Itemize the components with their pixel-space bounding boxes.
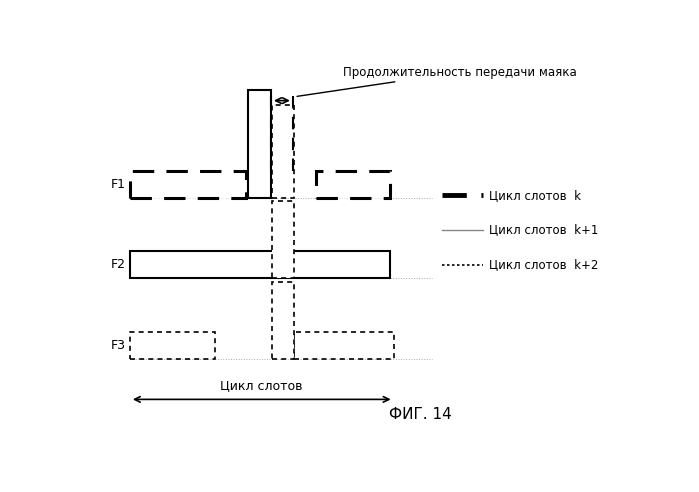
Bar bbox=[130, 332, 215, 359]
Text: Продолжительность передачи маяка: Продолжительность передачи маяка bbox=[297, 65, 577, 96]
Bar bbox=[248, 90, 271, 198]
Text: Цикл слотов: Цикл слотов bbox=[220, 379, 303, 392]
Text: Цикл слотов  k: Цикл слотов k bbox=[489, 189, 581, 202]
Bar bbox=[272, 105, 294, 198]
Text: Цикл слотов  k+1: Цикл слотов k+1 bbox=[489, 223, 598, 237]
Bar bbox=[130, 171, 246, 198]
Bar bbox=[272, 281, 294, 359]
Bar bbox=[316, 171, 389, 198]
Text: F1: F1 bbox=[110, 178, 126, 191]
Text: F2: F2 bbox=[110, 258, 126, 271]
Bar bbox=[294, 332, 394, 359]
Text: Цикл слотов  k+2: Цикл слотов k+2 bbox=[489, 258, 598, 271]
Text: ФИГ. 14: ФИГ. 14 bbox=[389, 407, 452, 423]
Text: F3: F3 bbox=[110, 339, 126, 352]
Bar bbox=[272, 201, 294, 277]
Bar bbox=[130, 251, 389, 277]
